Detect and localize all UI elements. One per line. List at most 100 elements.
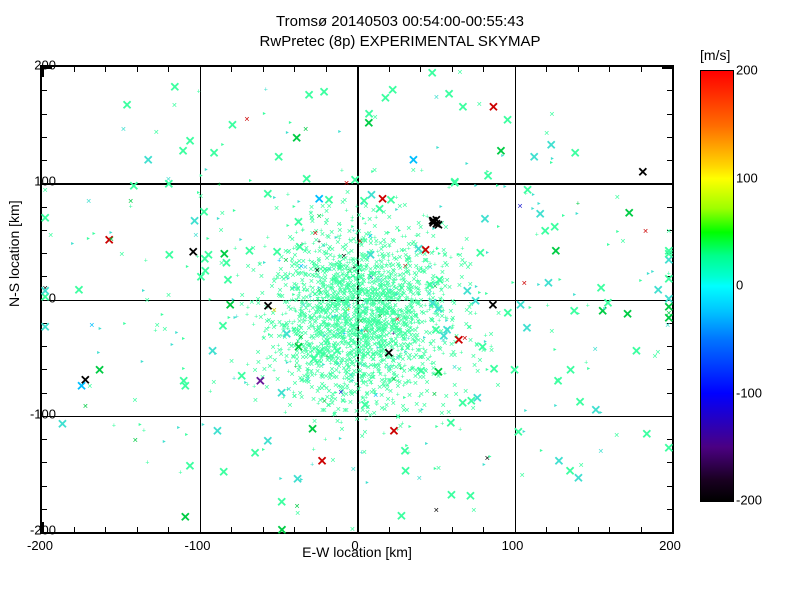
data-point[interactable]: +	[400, 309, 404, 316]
data-point-small[interactable]: ▸	[361, 201, 364, 207]
data-point[interactable]: ✕	[395, 314, 401, 321]
data-point[interactable]: +	[439, 285, 443, 292]
data-point[interactable]: ✕	[320, 284, 326, 291]
data-point[interactable]: ✕	[405, 343, 411, 350]
data-point[interactable]: ✕	[338, 384, 344, 391]
data-point[interactable]: ✕	[392, 272, 398, 279]
data-point[interactable]: ✕	[321, 350, 327, 357]
data-point[interactable]: +	[373, 263, 377, 270]
data-point[interactable]: ✕	[308, 210, 314, 217]
data-point[interactable]: ✕	[521, 280, 527, 287]
data-point[interactable]: ✕	[400, 323, 406, 330]
data-point[interactable]: ✕	[284, 321, 290, 328]
data-point-small[interactable]: ▸	[647, 271, 650, 277]
data-point[interactable]: ✕	[360, 355, 366, 362]
data-point[interactable]: ✕	[350, 288, 356, 295]
data-point[interactable]: ✕	[397, 266, 403, 273]
data-point[interactable]: ✕	[271, 308, 277, 315]
data-point-small[interactable]: ▸	[435, 424, 438, 430]
data-point[interactable]: +	[325, 307, 329, 314]
data-point[interactable]: +	[401, 374, 405, 381]
data-point[interactable]: ✕	[299, 331, 305, 338]
data-point[interactable]: ✕	[372, 271, 378, 278]
data-point[interactable]: ✕	[297, 311, 303, 318]
data-point[interactable]: +	[315, 324, 319, 331]
data-point[interactable]: ✕	[327, 335, 333, 342]
data-point[interactable]: ✕	[259, 291, 265, 298]
data-point[interactable]: ✕	[294, 241, 305, 254]
data-point[interactable]: ✕	[369, 303, 375, 310]
data-point[interactable]: ✕	[298, 335, 304, 342]
data-point[interactable]: ✕	[344, 322, 350, 329]
data-point[interactable]: ✕	[301, 303, 307, 310]
data-point[interactable]: +	[310, 353, 314, 360]
data-point[interactable]: ✕	[323, 341, 329, 348]
data-point[interactable]: ✕	[443, 225, 449, 232]
data-point[interactable]: ✕	[295, 329, 301, 336]
data-point[interactable]: +	[381, 357, 385, 364]
data-point[interactable]: +	[294, 230, 298, 237]
data-point[interactable]: ✕	[495, 382, 501, 389]
data-point[interactable]: ✕	[386, 274, 392, 281]
data-point[interactable]: ✕	[262, 434, 273, 447]
data-point[interactable]: ✕	[304, 287, 310, 294]
data-point[interactable]: ✕	[450, 316, 456, 323]
data-point[interactable]: ✕	[409, 328, 415, 335]
data-point[interactable]: +	[389, 366, 393, 373]
data-point[interactable]: ✕	[289, 263, 295, 270]
data-point[interactable]: +	[358, 339, 362, 346]
data-point[interactable]: +	[292, 318, 296, 325]
data-point[interactable]: ✕	[496, 311, 502, 318]
data-point[interactable]: ✕	[375, 291, 381, 298]
data-point[interactable]: ✕	[416, 279, 422, 286]
data-point[interactable]: ✕	[326, 389, 332, 396]
data-point[interactable]: ✕	[350, 323, 356, 330]
data-point[interactable]: ✕	[384, 274, 390, 281]
data-point[interactable]: ✕	[378, 241, 384, 248]
data-point[interactable]: ✕	[436, 346, 442, 353]
data-point-small[interactable]: ▸	[300, 477, 303, 483]
data-point[interactable]: ✕	[440, 278, 446, 285]
data-point[interactable]: ✕	[193, 232, 199, 239]
data-point[interactable]: ✕	[376, 301, 382, 308]
data-point[interactable]: ✕	[399, 247, 405, 254]
data-point[interactable]: ✕	[344, 284, 350, 291]
data-point[interactable]: ✕	[371, 281, 377, 288]
data-point[interactable]: ✕	[289, 344, 295, 351]
data-point[interactable]: ✕	[300, 354, 306, 361]
data-point[interactable]: +	[323, 310, 327, 317]
data-point[interactable]: ✕	[342, 314, 348, 321]
data-point[interactable]: ✕	[321, 250, 327, 257]
data-point[interactable]: +	[397, 262, 401, 269]
data-point[interactable]: ✕	[379, 292, 385, 299]
data-point[interactable]: ✕	[325, 402, 331, 409]
data-point[interactable]: ✕	[276, 495, 287, 508]
data-point[interactable]: +	[359, 449, 363, 456]
data-point[interactable]: ✕	[335, 319, 341, 326]
data-point[interactable]: ✕	[350, 174, 361, 187]
data-point[interactable]: +	[292, 245, 296, 252]
data-point[interactable]: ✕	[385, 283, 391, 290]
data-point[interactable]: ✕	[325, 328, 331, 335]
data-point[interactable]: ✕	[384, 320, 390, 327]
data-point[interactable]: ✕	[342, 368, 348, 375]
data-point[interactable]: ✕	[284, 322, 290, 329]
data-point[interactable]: +	[208, 389, 212, 396]
data-point[interactable]: ✕	[318, 360, 324, 367]
data-point[interactable]: ✕	[395, 355, 401, 362]
data-point-small[interactable]: ▸	[554, 347, 557, 353]
data-point[interactable]: ✕	[276, 334, 282, 341]
data-point-small[interactable]: ▸	[432, 226, 435, 232]
data-point[interactable]: +	[290, 321, 294, 328]
data-point[interactable]: ✕	[344, 383, 350, 390]
data-point[interactable]: ✕	[483, 169, 494, 182]
data-point[interactable]: +	[352, 338, 356, 345]
data-point[interactable]: ✕	[437, 307, 443, 314]
data-point[interactable]: ✕	[386, 307, 392, 314]
scatter-plot-area[interactable]: E-W location [km] N-S location [km] ✕✕✕✕…	[40, 65, 674, 534]
data-point[interactable]: ✕	[592, 346, 598, 353]
data-point[interactable]: ✕	[496, 145, 507, 158]
data-point[interactable]: ✕	[376, 369, 382, 376]
data-point[interactable]: ✕	[428, 304, 434, 311]
data-point[interactable]: ✕	[427, 66, 438, 79]
